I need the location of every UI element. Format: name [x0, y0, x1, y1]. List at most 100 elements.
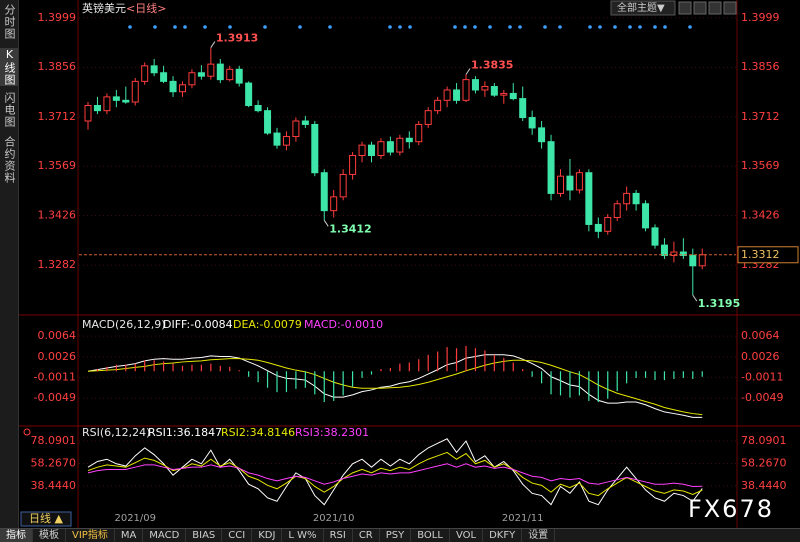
- sidebar-tab[interactable]: 分时图: [3, 4, 16, 40]
- toolbar-tab[interactable]: CR: [353, 529, 380, 542]
- toolbar-tab[interactable]: 指标: [0, 529, 33, 542]
- candle-body: [226, 68, 234, 81]
- candle-body: [93, 104, 101, 112]
- candle-body: [273, 132, 281, 146]
- event-marker: [328, 25, 332, 29]
- candle-body: [481, 86, 489, 91]
- indicator-line: [87, 438, 703, 506]
- chart: 英镑美元 <日线> 全部主题▼ 日线 ▲ FX678 1.3999 1.3999 1…: [19, 0, 800, 528]
- candle-body: [368, 144, 375, 156]
- event-marker: [153, 25, 157, 29]
- y-tick-label: -0.0011: [741, 370, 783, 383]
- toolbar-tab[interactable]: VIP指标: [66, 529, 115, 542]
- y-tick-label: 1.3569: [38, 159, 77, 172]
- icon-button[interactable]: [708, 1, 722, 15]
- y-tick-label: -0.0011: [34, 370, 76, 383]
- toolbar-tab[interactable]: BOLL: [411, 529, 450, 542]
- candle-body: [623, 192, 631, 205]
- candle-body: [443, 89, 451, 101]
- toolbar-tab[interactable]: MA: [115, 529, 144, 542]
- annotation-pointer: [210, 41, 216, 48]
- candle-body: [642, 203, 650, 229]
- candle-body: [84, 104, 92, 122]
- indicator-line: [87, 463, 703, 487]
- y-tick-label: 1.3426: [741, 208, 780, 221]
- extreme-label: 1.3195: [698, 297, 740, 310]
- annotation-pointer: [692, 294, 698, 302]
- candle-body: [651, 227, 659, 246]
- y-tick-label: 1.3569: [741, 159, 780, 172]
- event-marker: [473, 25, 477, 29]
- candle-body: [112, 96, 120, 101]
- y-tick-label: 38.4440: [31, 479, 77, 492]
- candle-body: [122, 99, 130, 103]
- candle-body: [349, 154, 357, 175]
- toolbar-tab[interactable]: BIAS: [186, 529, 223, 542]
- event-marker: [598, 25, 602, 29]
- candle-body: [179, 84, 186, 93]
- event-marker: [388, 25, 392, 29]
- sidebar-tab[interactable]: K线图: [0, 48, 18, 86]
- toolbar-tab[interactable]: KDJ: [252, 529, 283, 542]
- y-tick-label: 78.0901: [741, 434, 787, 447]
- event-marker: [173, 25, 177, 29]
- candle-body: [330, 196, 338, 212]
- candle-body: [575, 172, 583, 191]
- watermark: FX678: [688, 495, 774, 523]
- period-button[interactable]: [20, 511, 72, 527]
- candle-body: [415, 123, 423, 143]
- toolbar-tab[interactable]: CCI: [222, 529, 253, 542]
- y-tick-label: 78.0901: [31, 434, 77, 447]
- candle-body: [396, 137, 404, 153]
- candle-body: [339, 173, 347, 198]
- toolbar: 指标 模板 VIP指标 MA MACD BIAS CCI KDJ L W% RSI CR PSY BOL…: [0, 528, 800, 542]
- extreme-label: 1.3412: [329, 222, 371, 235]
- y-tick-label: 58.2670: [31, 456, 77, 469]
- toolbar-tab[interactable]: DKFY: [483, 529, 523, 542]
- legend-entry: MACD:-0.0010: [304, 318, 383, 331]
- icon-button[interactable]: [723, 1, 737, 15]
- candle-body: [301, 120, 309, 125]
- event-marker: [588, 25, 592, 29]
- y-tick-label: 0.0064: [741, 329, 780, 342]
- candle-body: [453, 89, 461, 101]
- period-label: <日线>: [126, 1, 166, 15]
- candle-body: [131, 80, 139, 103]
- icon-button[interactable]: [678, 1, 692, 15]
- candle-body: [264, 110, 272, 134]
- sidebar-tab[interactable]: 合约资料: [3, 136, 16, 184]
- candle-body: [519, 98, 527, 119]
- y-tick-label: 1.3999: [741, 11, 780, 24]
- toolbar-tab[interactable]: 设置: [522, 529, 556, 542]
- candle-body: [490, 86, 498, 96]
- toolbar-tab[interactable]: 模板: [33, 529, 66, 542]
- y-tick-label: 0.0026: [741, 350, 780, 363]
- toolbar-tab[interactable]: VOL: [450, 529, 484, 542]
- candle-body: [547, 141, 555, 194]
- icon-button[interactable]: [693, 1, 707, 15]
- y-tick-label: -0.0049: [741, 391, 783, 404]
- event-marker: [453, 25, 457, 29]
- event-marker: [628, 25, 632, 29]
- candle-body: [320, 172, 328, 212]
- last-price-box: [737, 246, 799, 264]
- x-tick-label: 2021/09: [114, 513, 156, 524]
- sidebar-tab[interactable]: 闪电图: [3, 92, 16, 128]
- toolbar-tab[interactable]: L W%: [282, 529, 324, 542]
- event-marker: [518, 25, 522, 29]
- candle-body: [679, 251, 687, 256]
- event-marker: [653, 25, 657, 29]
- theme-button[interactable]: [610, 0, 676, 16]
- candle-body: [557, 175, 564, 194]
- event-marker: [203, 25, 207, 29]
- event-marker: [613, 25, 617, 29]
- toolbar-tab[interactable]: MACD: [143, 529, 187, 542]
- indicator-line: [87, 451, 703, 497]
- event-marker: [263, 25, 267, 29]
- toolbar-tab[interactable]: RSI: [324, 529, 353, 542]
- candle-body: [632, 192, 640, 205]
- toolbar-tab[interactable]: PSY: [380, 529, 412, 542]
- candle-body: [594, 223, 602, 232]
- event-marker: [228, 25, 232, 29]
